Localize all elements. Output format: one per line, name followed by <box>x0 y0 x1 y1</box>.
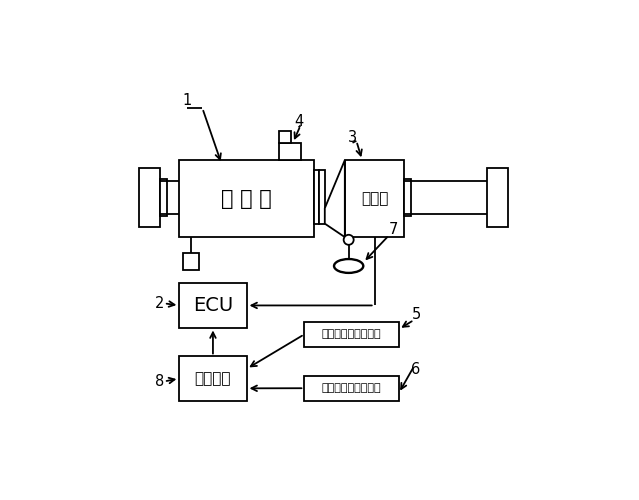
Circle shape <box>344 235 353 245</box>
Text: 8: 8 <box>155 374 165 389</box>
Text: 3: 3 <box>348 130 357 144</box>
Bar <box>139 168 160 228</box>
Bar <box>488 168 509 228</box>
Bar <box>404 180 412 216</box>
Bar <box>314 170 320 224</box>
Text: ECU: ECU <box>193 296 233 315</box>
Bar <box>180 284 247 328</box>
Text: 离合器底部踏板开关: 离合器底部踏板开关 <box>322 383 381 393</box>
Bar <box>160 180 167 216</box>
Text: 1: 1 <box>182 93 192 108</box>
Text: 4: 4 <box>294 114 304 129</box>
Text: 5: 5 <box>412 306 420 322</box>
Bar <box>304 376 399 400</box>
Bar <box>279 143 300 160</box>
Text: 发 动 机: 发 动 机 <box>221 188 272 208</box>
Bar <box>320 170 325 224</box>
Bar <box>279 131 291 143</box>
Text: 6: 6 <box>412 362 420 378</box>
Bar <box>183 252 199 270</box>
Text: 离合器顶部踏板开关: 离合器顶部踏板开关 <box>322 330 381 340</box>
Text: 变速器: 变速器 <box>361 191 389 206</box>
Text: 2: 2 <box>155 296 165 311</box>
Bar <box>345 160 404 237</box>
Bar <box>180 356 247 401</box>
Polygon shape <box>325 160 345 237</box>
Bar <box>180 160 314 237</box>
Text: 7: 7 <box>389 222 397 237</box>
Text: 控制单元: 控制单元 <box>195 371 231 386</box>
Bar <box>304 322 399 347</box>
